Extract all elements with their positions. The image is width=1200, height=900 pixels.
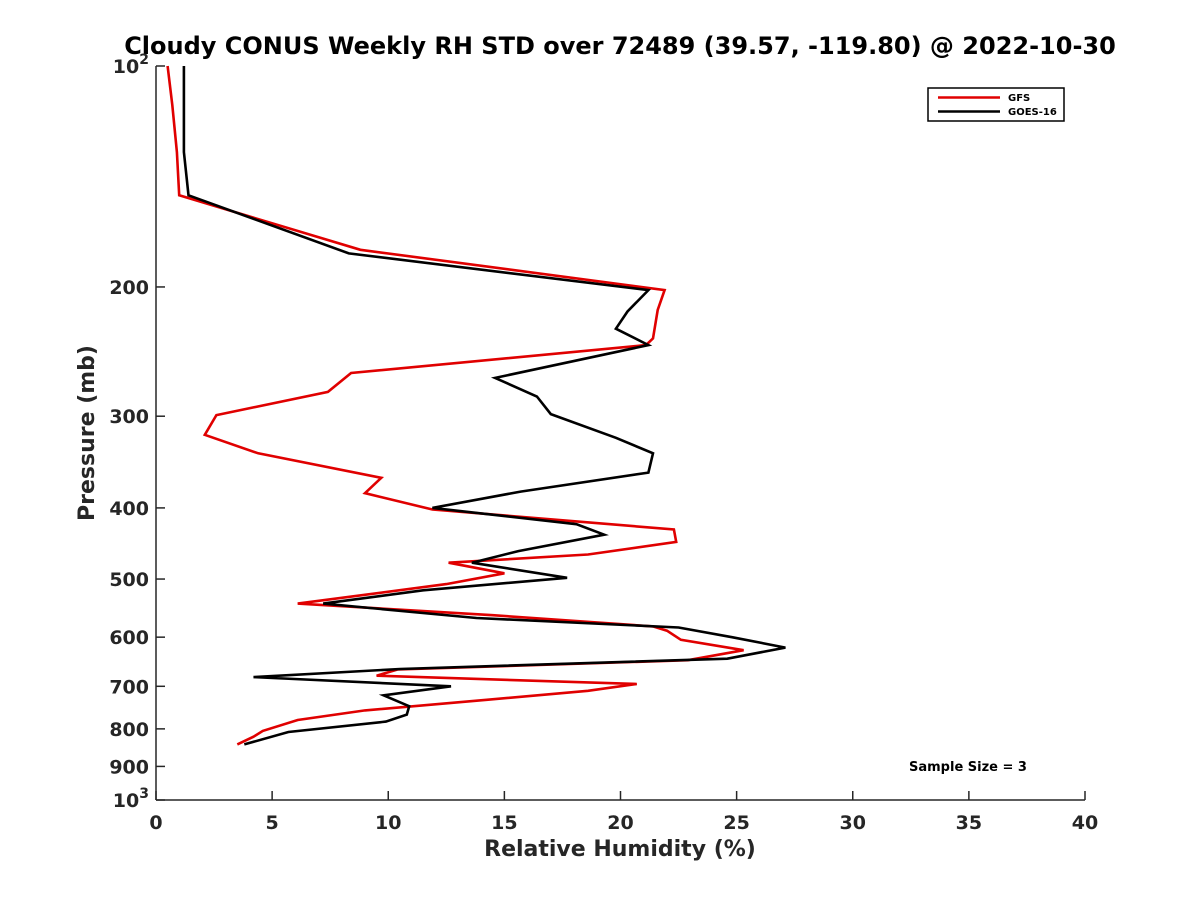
legend-label-gfs: GFS <box>1008 93 1030 104</box>
plot-area <box>166 65 786 746</box>
y-tick-label: 400 <box>109 498 149 520</box>
y-tick-label: 300 <box>109 406 149 428</box>
x-tick-label: 15 <box>491 812 517 834</box>
x-tick-label: 30 <box>840 812 866 834</box>
y-tick-label: 700 <box>109 676 149 698</box>
y-tick-label: 103 <box>113 786 149 812</box>
chart-title: Cloudy CONUS Weekly RH STD over 72489 (3… <box>124 32 1116 60</box>
x-tick-label: 25 <box>723 812 749 834</box>
y-tick-label: 900 <box>109 756 149 778</box>
y-axis-label: Pressure (mb) <box>75 345 100 521</box>
y-tick-label: 500 <box>109 569 149 591</box>
y-tick-label: 200 <box>109 277 149 299</box>
y-tick-label: 800 <box>109 719 149 741</box>
x-tick-label: 5 <box>266 812 279 834</box>
x-tick-label: 0 <box>149 812 162 834</box>
x-tick-label: 35 <box>956 812 982 834</box>
legend-box <box>927 87 1065 122</box>
y-tick-label: 600 <box>109 627 149 649</box>
y-tick-label: 102 <box>113 52 149 78</box>
x-tick-label: 40 <box>1072 812 1098 834</box>
x-tick-label: 20 <box>607 812 633 834</box>
series-line-goes-16 <box>182 66 786 746</box>
legend: GFS GOES-16 <box>927 87 1065 122</box>
legend-label-goes-16: GOES-16 <box>1008 107 1057 118</box>
axes: 0 5 10 15 20 25 30 35 40 102 200 300 400 500 600 700 800… <box>109 52 1098 834</box>
series-line-gfs <box>166 65 744 746</box>
x-tick-label: 10 <box>375 812 401 834</box>
x-axis-label: Relative Humidity (%) <box>484 837 756 862</box>
sample-size-annotation: Sample Size = 3 <box>909 760 1027 775</box>
